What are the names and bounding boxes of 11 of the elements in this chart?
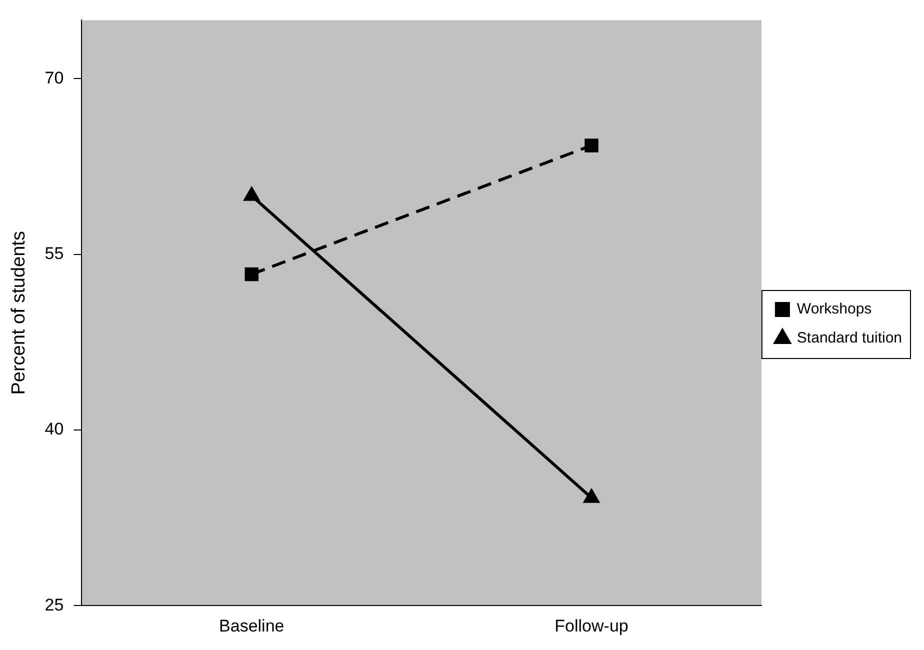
x-tick-label: Follow-up <box>554 616 628 636</box>
x-tick-label: Baseline <box>219 616 284 636</box>
y-axis-title: Percent of students <box>8 231 30 395</box>
y-tick-label: 40 <box>44 420 64 439</box>
legend-label: Standard tuition <box>796 330 902 347</box>
legend-label: Workshops <box>796 300 872 318</box>
y-tick-label: 55 <box>44 244 64 264</box>
y-tick-label: 70 <box>44 68 64 88</box>
y-tick-label: 25 <box>44 595 64 614</box>
point <box>244 267 259 282</box>
point <box>584 138 598 152</box>
